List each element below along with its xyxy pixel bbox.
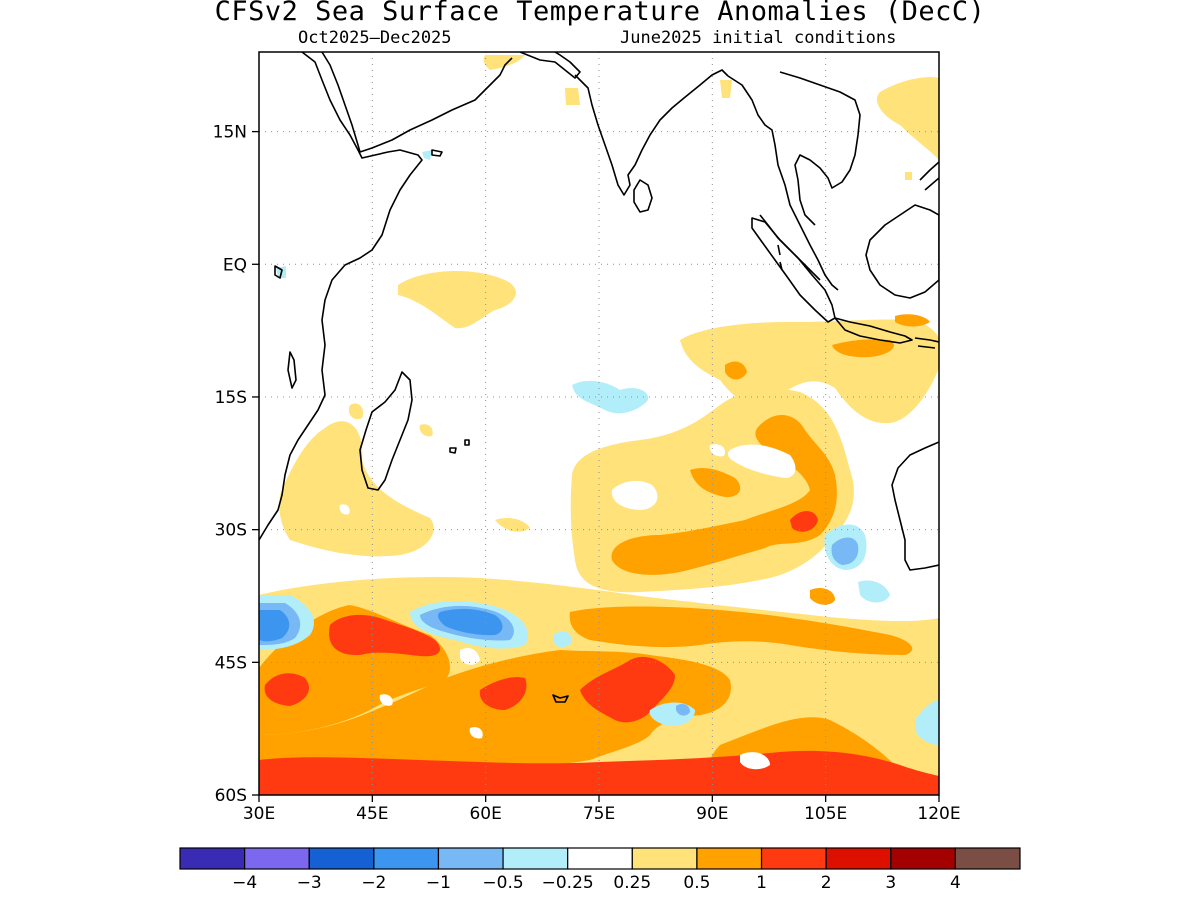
legend-swatch: [437, 847, 504, 870]
sumatra: [751, 217, 836, 323]
java: [834, 317, 913, 344]
lon-tick-label: 45E: [356, 804, 388, 824]
australia-coastline: [891, 441, 939, 571]
legend-swatch: [890, 847, 956, 870]
color-legend: −4 −3 −2 −1 −0.5 −0.25 0.25 0.5 1 2 3 4: [179, 847, 1021, 893]
legend-label: −0.5: [482, 873, 523, 893]
legend-swatch: [308, 847, 375, 870]
africa-coastline: [259, 52, 423, 541]
legend-label: −4: [232, 873, 257, 893]
andaman-islands: [777, 244, 783, 271]
initial-conditions: June2025 initial conditions: [620, 28, 897, 48]
south-china-coastline: [779, 71, 861, 226]
legend-swatch: [244, 847, 310, 870]
lon-tick-label: 90E: [696, 804, 728, 824]
latitude-axis: 15N EQ 15S 30S 45S 60S: [213, 123, 259, 806]
anomaly-fill-neg1: [259, 608, 503, 642]
lat-tick-label: 60S: [215, 786, 247, 806]
legend-label: −2: [361, 873, 386, 893]
sri-lanka: [633, 179, 653, 213]
arabia-coastline: [321, 52, 513, 153]
legend-label: −0.25: [542, 873, 594, 893]
legend-label: 0.5: [683, 873, 710, 893]
forecast-period: Oct2025—Dec2025: [298, 28, 452, 48]
lat-tick-label: 15N: [213, 123, 247, 143]
seychelles: [274, 265, 283, 279]
legend-label: 2: [821, 873, 832, 893]
borneo: [865, 204, 939, 299]
lat-tick-label: 45S: [215, 653, 247, 673]
legend-swatch: [631, 847, 698, 870]
legend-swatch: [696, 847, 763, 870]
legend-swatch: [502, 847, 569, 870]
lesser-sunda: [914, 337, 939, 349]
anomaly-fill-neutral: [339, 444, 796, 770]
lat-tick-label: 30S: [215, 521, 247, 541]
legend-swatch: [179, 847, 246, 870]
longitude-axis: 30E 45E 60E 75E 90E 105E 120E: [243, 795, 961, 824]
philippines: [919, 161, 939, 191]
legend-swatch: [567, 847, 633, 870]
map-title: CFSv2 Sea Surface Temperature Anomalies …: [214, 0, 986, 27]
lon-tick-label: 75E: [583, 804, 615, 824]
lat-tick-label: EQ: [223, 255, 247, 275]
kerguelen: [552, 694, 569, 703]
legend-label: −3: [297, 873, 322, 893]
legend-swatch: [825, 847, 892, 870]
legend-label: 4: [950, 873, 961, 893]
myanmar-coastline: [727, 75, 839, 291]
mascarene-islands: [449, 439, 470, 454]
legend-label: 3: [885, 873, 896, 893]
lon-tick-label: 120E: [917, 804, 960, 824]
legend-label: 0.25: [613, 873, 651, 893]
persian-gulf-coastline: [519, 52, 581, 79]
legend-swatch: [760, 847, 827, 870]
coastlines: [259, 52, 939, 703]
lon-tick-label: 105E: [804, 804, 847, 824]
india-coastline: [574, 69, 729, 196]
madagascar: [359, 371, 413, 491]
legend-label: 1: [756, 873, 767, 893]
lat-tick-label: 15S: [215, 388, 247, 408]
anomaly-field: [259, 55, 939, 795]
legend-swatch: [954, 847, 1021, 870]
socotra: [431, 149, 443, 157]
lon-tick-label: 60E: [469, 804, 501, 824]
comoros: [287, 351, 297, 389]
lon-tick-label: 30E: [243, 804, 275, 824]
legend-label: −1: [426, 873, 451, 893]
legend-swatch: [373, 847, 440, 870]
